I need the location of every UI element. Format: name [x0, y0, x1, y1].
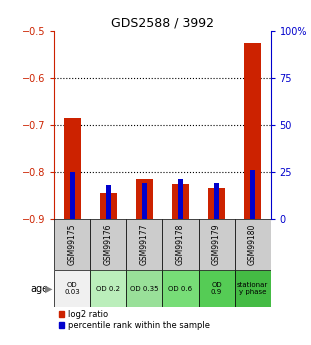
Text: GSM99178: GSM99178 [176, 224, 185, 265]
Text: GSM99179: GSM99179 [212, 224, 221, 265]
Bar [54, 270, 91, 307]
Bar [137, 179, 153, 219]
Bar [198, 219, 234, 270]
Bar [64, 118, 81, 219]
Bar [178, 179, 183, 219]
Bar [106, 185, 111, 219]
Bar [54, 219, 91, 270]
Text: OD
0.03: OD 0.03 [65, 282, 80, 295]
Bar [162, 270, 198, 307]
Text: OD 0.6: OD 0.6 [169, 286, 193, 292]
Bar [250, 170, 255, 219]
Text: GSM99175: GSM99175 [68, 224, 77, 265]
Text: GSM99176: GSM99176 [104, 224, 113, 265]
Bar [172, 184, 188, 219]
Bar [127, 219, 162, 270]
Text: ▶: ▶ [45, 284, 53, 294]
Bar [91, 219, 127, 270]
Bar [198, 270, 234, 307]
Bar [100, 193, 117, 219]
Text: age: age [30, 284, 48, 294]
Text: GSM99180: GSM99180 [248, 224, 257, 265]
Bar [208, 188, 225, 219]
Text: OD 0.35: OD 0.35 [130, 286, 159, 292]
Bar [162, 219, 198, 270]
Bar [127, 270, 162, 307]
Text: OD 0.2: OD 0.2 [96, 286, 120, 292]
Bar [70, 172, 75, 219]
Bar [244, 43, 261, 219]
Text: GSM99177: GSM99177 [140, 224, 149, 265]
Text: OD
0.9: OD 0.9 [211, 282, 222, 295]
Text: stationar
y phase: stationar y phase [237, 282, 268, 295]
Bar [234, 270, 271, 307]
Bar [91, 270, 127, 307]
Title: GDS2588 / 3992: GDS2588 / 3992 [111, 17, 214, 30]
Legend: log2 ratio, percentile rank within the sample: log2 ratio, percentile rank within the s… [58, 310, 210, 330]
Bar [142, 183, 147, 219]
Bar [234, 219, 271, 270]
Bar [214, 183, 219, 219]
